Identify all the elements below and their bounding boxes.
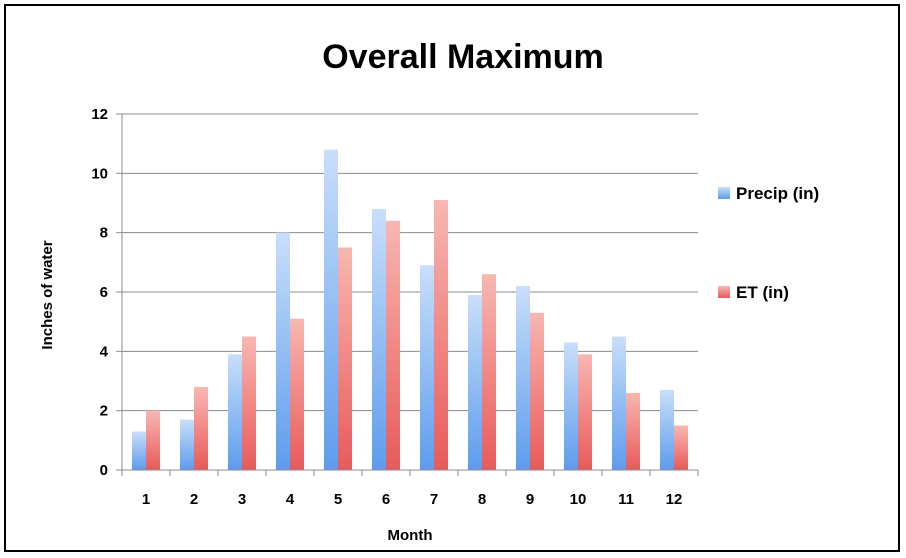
bar-precip-month-4 bbox=[276, 232, 290, 470]
y-tick-label: 8 bbox=[100, 225, 108, 242]
legend-swatch-et bbox=[718, 286, 730, 298]
bar-et-month-6 bbox=[386, 220, 400, 470]
y-tick-label: 4 bbox=[100, 343, 109, 360]
legend-label-et: ET (in) bbox=[736, 283, 789, 302]
y-tick-label: 10 bbox=[91, 165, 108, 182]
x-tick-label: 5 bbox=[334, 491, 342, 508]
x-tick-label: 8 bbox=[478, 491, 486, 508]
bar-precip-month-7 bbox=[420, 265, 434, 470]
x-tick-label: 7 bbox=[430, 491, 438, 508]
gridlines bbox=[122, 113, 698, 412]
x-tick-label: 11 bbox=[618, 491, 634, 508]
chart-title: Overall Maximum bbox=[322, 38, 604, 76]
bar-precip-month-6 bbox=[372, 208, 386, 470]
bar-et-month-2 bbox=[194, 386, 208, 470]
y-axis-label: Inches of water bbox=[39, 240, 56, 349]
x-tick-label: 9 bbox=[526, 491, 534, 508]
bar-precip-month-12 bbox=[660, 389, 674, 470]
bar-et-month-5 bbox=[338, 247, 352, 470]
y-tick-label: 0 bbox=[100, 462, 108, 479]
bar-precip-month-3 bbox=[228, 354, 242, 470]
bar-precip-month-5 bbox=[324, 149, 338, 470]
bar-et-month-4 bbox=[290, 318, 304, 470]
x-tick-label: 4 bbox=[286, 491, 295, 508]
x-axis-label: Month bbox=[388, 527, 433, 544]
x-tick-label: 1 bbox=[142, 491, 150, 508]
bar-et-month-1 bbox=[146, 410, 160, 470]
x-tick-label: 12 bbox=[666, 491, 683, 508]
bars bbox=[132, 149, 688, 471]
bar-precip-month-8 bbox=[468, 294, 482, 470]
bar-et-month-9 bbox=[530, 312, 544, 470]
bar-precip-month-2 bbox=[180, 419, 194, 470]
bar-et-month-7 bbox=[434, 200, 448, 471]
bar-precip-month-10 bbox=[564, 342, 578, 470]
legend-label-precip: Precip (in) bbox=[736, 184, 819, 203]
bar-precip-month-9 bbox=[516, 286, 530, 470]
legend: Precip (in) ET (in) bbox=[718, 184, 819, 302]
x-tick-label: 10 bbox=[570, 491, 587, 508]
x-tick-label: 3 bbox=[238, 491, 246, 508]
bar-et-month-3 bbox=[242, 336, 256, 470]
bar-et-month-8 bbox=[482, 274, 496, 470]
bar-precip-month-1 bbox=[132, 431, 146, 470]
bar-precip-month-11 bbox=[612, 336, 626, 470]
x-tick-label: 6 bbox=[382, 491, 390, 508]
bar-et-month-11 bbox=[626, 392, 640, 470]
x-tick-label: 2 bbox=[190, 491, 198, 508]
y-tick-label: 6 bbox=[100, 284, 108, 301]
legend-swatch-precip bbox=[718, 187, 730, 199]
y-tick-label: 2 bbox=[100, 403, 108, 420]
bar-et-month-12 bbox=[674, 425, 688, 470]
bar-et-month-10 bbox=[578, 354, 592, 470]
y-tick-label: 12 bbox=[91, 106, 108, 123]
